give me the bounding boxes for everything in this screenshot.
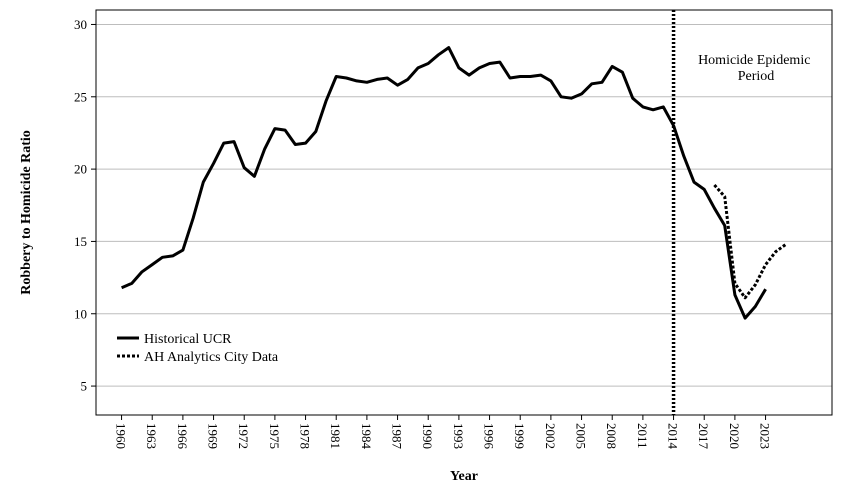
y-axis-title: Robbery to Homicide Ratio bbox=[19, 130, 34, 294]
x-tick-label-2017: 2017 bbox=[696, 423, 711, 450]
x-tick-label-1984: 1984 bbox=[359, 423, 374, 450]
legend: Historical UCR AH Analytics City Data bbox=[117, 332, 279, 365]
legend-label-ah-analytics: AH Analytics City Data bbox=[144, 350, 279, 365]
series-line-historical-ucr bbox=[121, 46, 767, 320]
x-axis-ticks: 1960 1963 1966 1969 1972 1975 1978 1981 1984 1987… bbox=[114, 415, 773, 450]
legend-label-historical-ucr: Historical UCR bbox=[144, 332, 232, 347]
x-tick-label-1981: 1981 bbox=[328, 423, 343, 449]
x-tick-label-2008: 2008 bbox=[604, 423, 619, 449]
annotation-line-2: Period bbox=[738, 69, 775, 84]
x-axis-title: Year bbox=[450, 469, 478, 484]
x-tick-label-1975: 1975 bbox=[267, 423, 282, 449]
gridlines bbox=[96, 23, 832, 387]
x-tick-label-1990: 1990 bbox=[420, 423, 435, 449]
x-tick-label-1960: 1960 bbox=[114, 423, 129, 449]
x-tick-label-2014: 2014 bbox=[666, 423, 681, 450]
annotation: Homicide Epidemic Period bbox=[671, 10, 814, 415]
x-tick-label-1993: 1993 bbox=[451, 423, 466, 449]
x-tick-label-1987: 1987 bbox=[390, 423, 405, 450]
x-tick-label-2002: 2002 bbox=[543, 423, 558, 449]
y-tick-label-30: 30 bbox=[74, 17, 87, 32]
x-tick-label-1972: 1972 bbox=[236, 423, 251, 449]
y-tick-label-15: 15 bbox=[74, 234, 87, 249]
series-lines bbox=[121, 46, 787, 320]
y-tick-label-25: 25 bbox=[74, 89, 87, 104]
annotation-line-1: Homicide Epidemic bbox=[698, 53, 810, 68]
plot-frame bbox=[95, 9, 833, 416]
axes bbox=[95, 9, 833, 416]
x-tick-label-1978: 1978 bbox=[298, 423, 313, 449]
x-tick-label-1969: 1969 bbox=[206, 423, 221, 449]
y-tick-label-20: 20 bbox=[74, 162, 87, 177]
x-tick-label-2005: 2005 bbox=[574, 423, 589, 449]
y-tick-label-5: 5 bbox=[81, 379, 88, 394]
x-tick-label-1996: 1996 bbox=[482, 423, 497, 450]
x-tick-label-2020: 2020 bbox=[727, 423, 742, 449]
y-axis-ticks: 5 10 15 20 25 30 bbox=[74, 17, 96, 394]
x-tick-label-2011: 2011 bbox=[635, 423, 650, 449]
x-tick-label-1963: 1963 bbox=[144, 423, 159, 449]
annotation-text: Homicide Epidemic Period bbox=[698, 53, 814, 84]
x-tick-label-2023: 2023 bbox=[758, 423, 773, 449]
y-tick-label-10: 10 bbox=[74, 306, 87, 321]
series-line-ah-analytics-city-data bbox=[713, 184, 787, 300]
x-tick-label-1999: 1999 bbox=[512, 423, 527, 449]
x-tick-label-1966: 1966 bbox=[175, 423, 190, 450]
